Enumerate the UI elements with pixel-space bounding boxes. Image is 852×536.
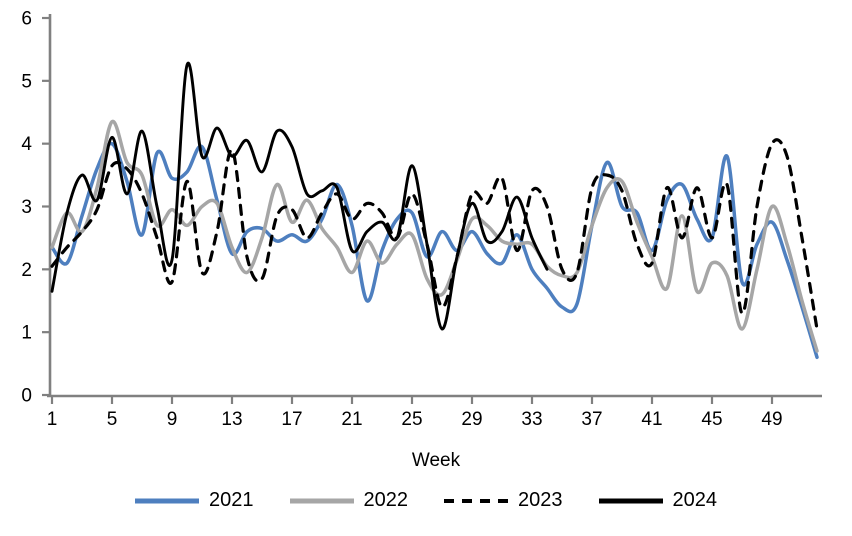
series-line-2024 (50, 61, 549, 331)
x-tick-label: 41 (641, 409, 662, 430)
legend-swatch-2021 (135, 498, 199, 503)
x-tick-label: 9 (167, 409, 178, 430)
x-tick-label: 21 (341, 409, 362, 430)
series-line-2022 (50, 119, 819, 353)
y-tick-label: 4 (21, 134, 32, 155)
y-tick-label: 6 (21, 9, 32, 30)
x-axis-title: Week (411, 450, 461, 471)
legend-swatch-2022 (289, 498, 354, 503)
y-tick-label: 5 (21, 71, 32, 92)
legend-label: 2023 (518, 489, 563, 511)
legend-label: 2024 (672, 489, 718, 511)
legend-item-2021: 2021 (135, 489, 254, 512)
x-tick-label: 33 (521, 409, 542, 430)
y-tick-label: 2 (21, 260, 32, 281)
y-tick-label: 0 (21, 386, 32, 407)
x-tick-label: 45 (701, 409, 722, 430)
x-tick-label: 29 (461, 409, 482, 430)
legend-item-2023: 2023 (444, 489, 563, 512)
x-tick-label: 49 (761, 409, 782, 430)
legend-swatch-2023 (444, 498, 508, 503)
legend-item-2024: 2024 (598, 489, 718, 512)
legend: 2021 2022 2023 2024 (0, 489, 852, 512)
x-tick-label: 5 (107, 409, 118, 430)
legend-label: 2021 (209, 489, 254, 511)
x-tick-label: 1 (47, 409, 58, 430)
series-line-2021 (50, 141, 819, 360)
legend-label: 2022 (363, 489, 409, 511)
legend-swatch-2024 (598, 498, 663, 503)
x-tick-label: 37 (581, 409, 602, 430)
y-tick-label: 3 (21, 197, 32, 218)
y-tick-label: 1 (21, 323, 32, 344)
legend-item-2022: 2022 (289, 489, 409, 512)
x-tick-label: 13 (221, 409, 242, 430)
x-tick-label: 25 (401, 409, 422, 430)
x-tick-label: 17 (281, 409, 302, 430)
